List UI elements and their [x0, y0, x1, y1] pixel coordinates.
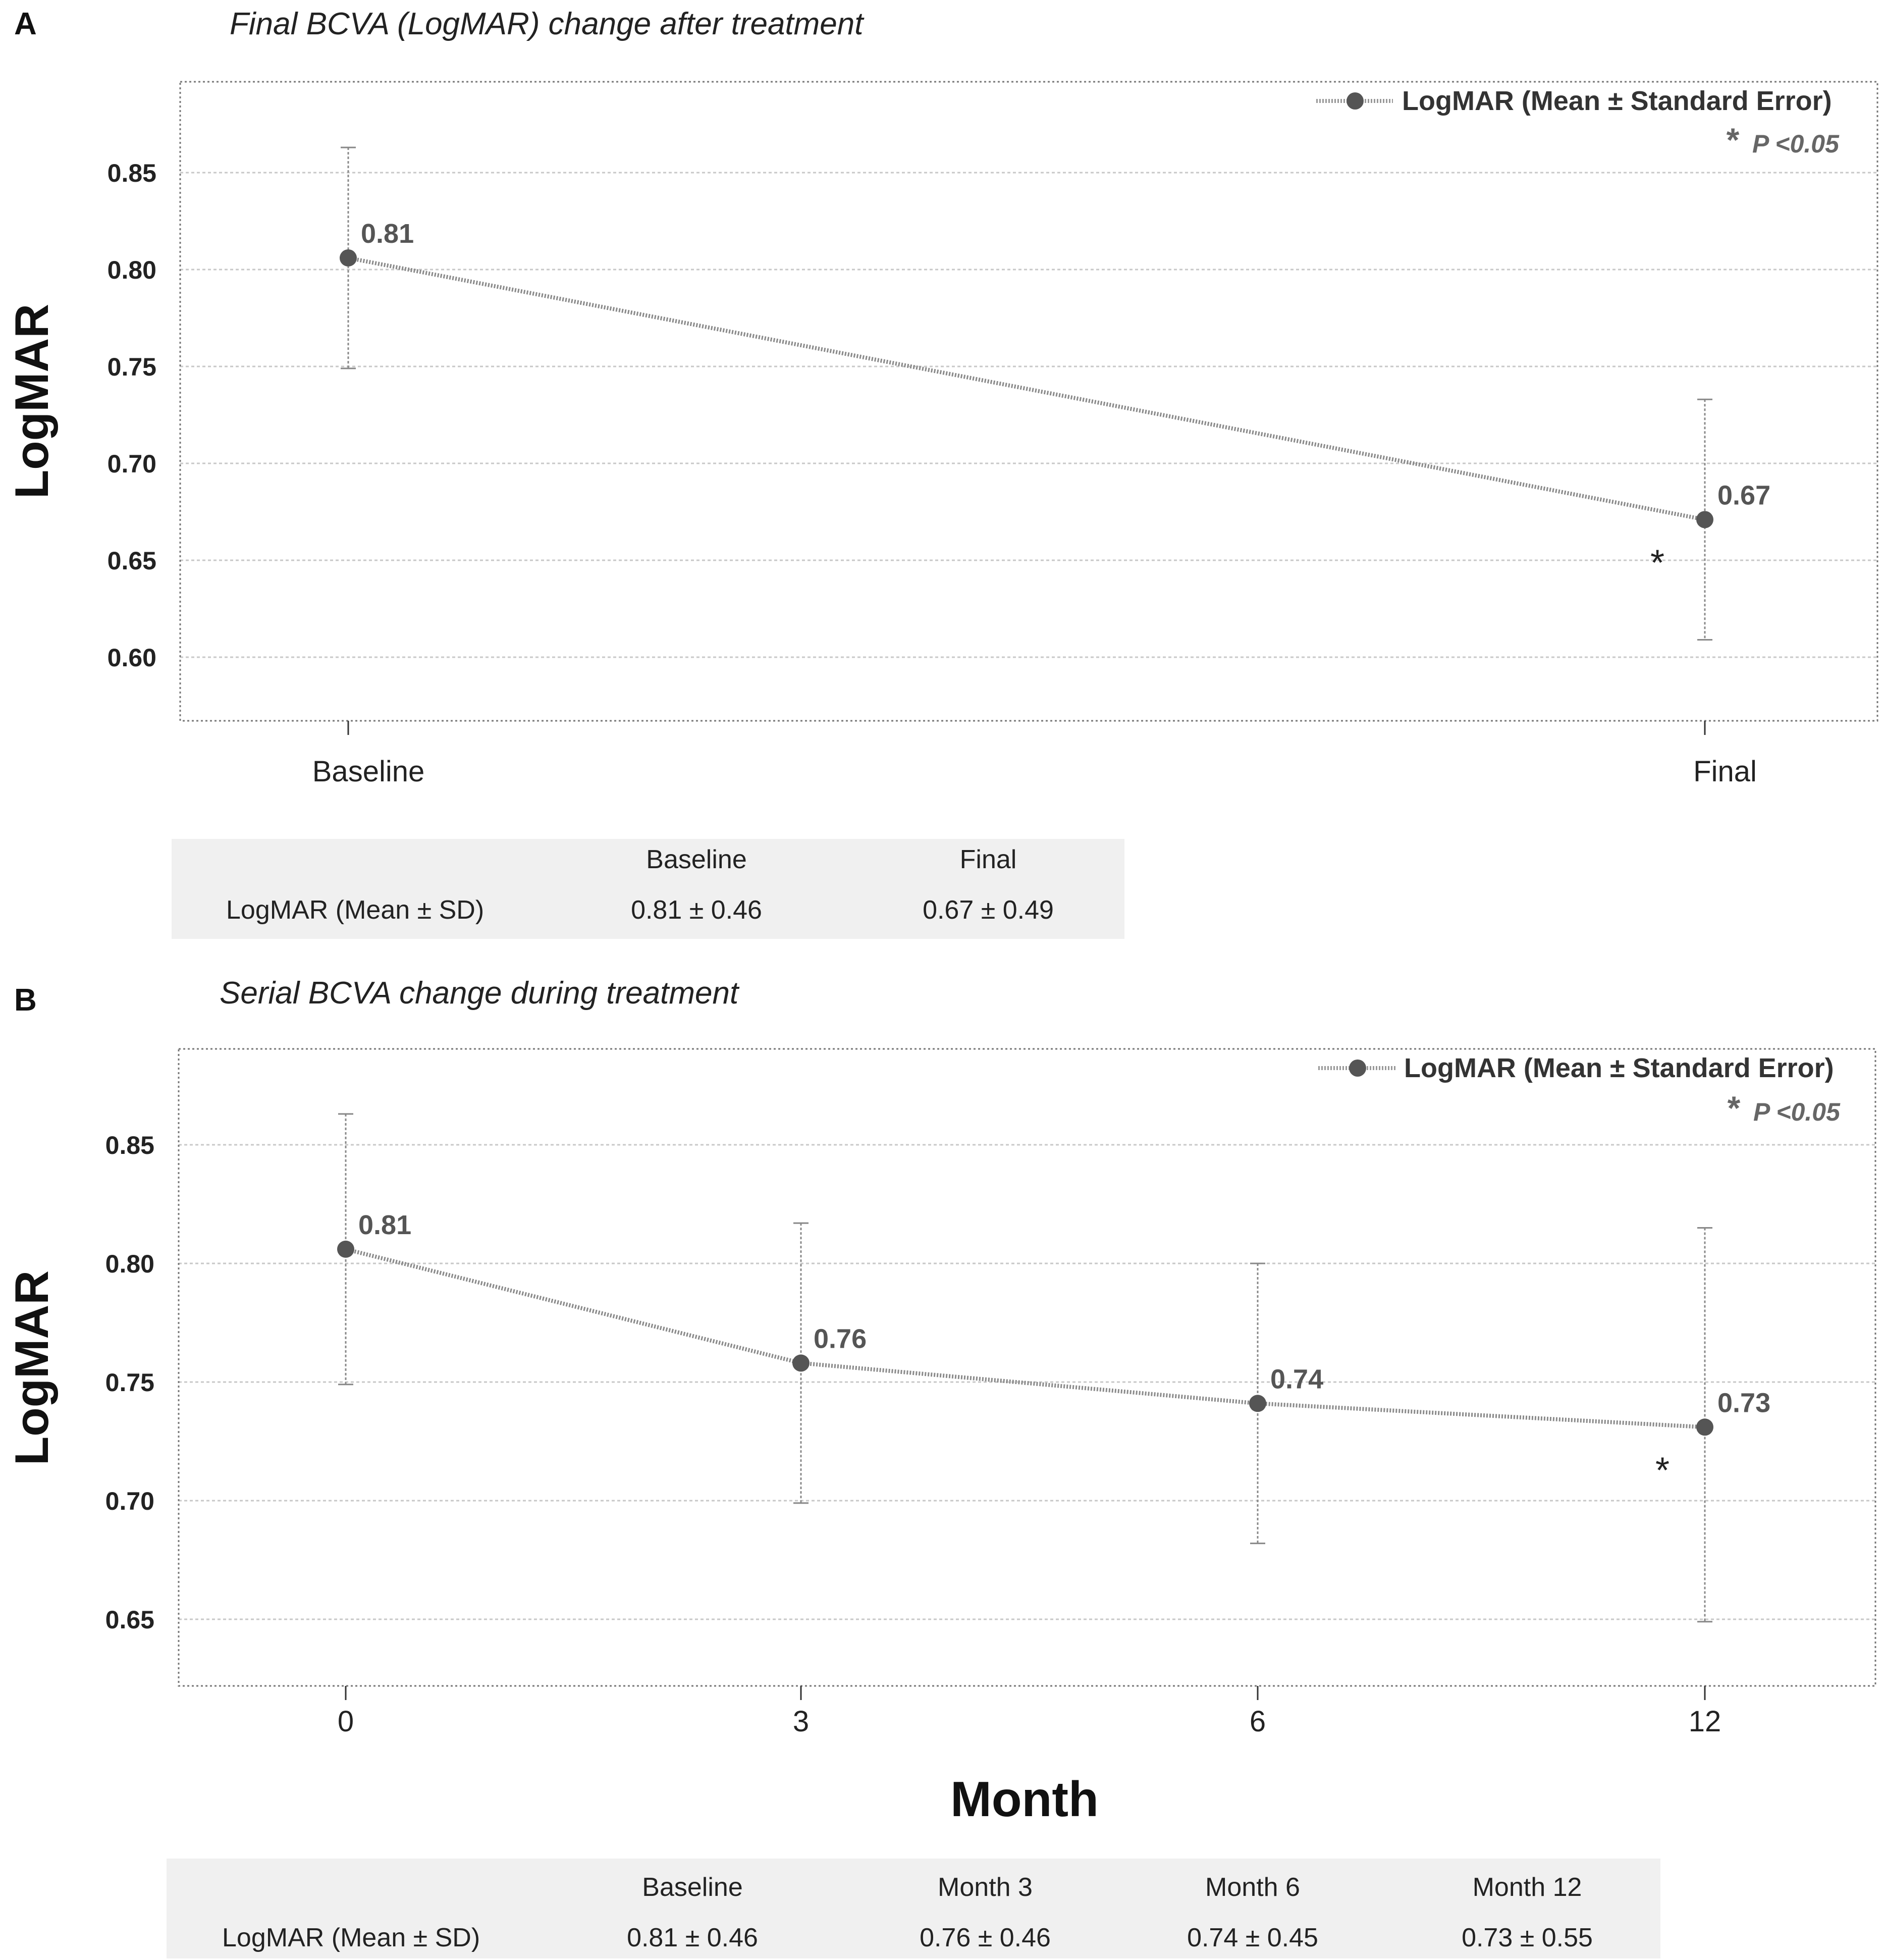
legend-label: LogMAR (Mean ± Standard Error)	[1402, 86, 1832, 116]
x-tick-label: 6	[1250, 1705, 1266, 1738]
x-axis-label: Month	[950, 1771, 1099, 1827]
data-label: 0.73	[1717, 1388, 1770, 1418]
p-note-text: P <0.05	[1752, 130, 1840, 158]
y-tick-label: 0.80	[107, 256, 156, 284]
data-point	[792, 1354, 810, 1372]
legend-marker	[1349, 1060, 1366, 1077]
data-point	[1696, 1418, 1713, 1436]
y-tick-label: 0.75	[107, 353, 156, 381]
x-tick-label: Baseline	[312, 755, 424, 788]
panel-title: Serial BCVA change during treatment	[220, 976, 740, 1011]
data-label: 0.74	[1270, 1364, 1323, 1394]
x-tick-label: 0	[338, 1705, 354, 1738]
x-tick-label: Final	[1693, 755, 1757, 788]
x-tick-label: 12	[1689, 1705, 1721, 1738]
x-tick-label: 3	[793, 1705, 809, 1738]
data-label: 0.76	[814, 1323, 867, 1354]
data-point	[1249, 1395, 1266, 1412]
data-point	[1696, 511, 1713, 528]
panel-letter: A	[14, 7, 37, 41]
table-background	[167, 1859, 1660, 1958]
series-line	[345, 1247, 1705, 1429]
table-background	[172, 839, 1124, 939]
table-a: Baseline Final LogMAR (Mean ± SD) 0.81 ± 0.…	[172, 839, 1124, 939]
panel-title: Final BCVA (LogMAR) change after treatme…	[230, 7, 865, 41]
table-header: Month 12	[1473, 1873, 1582, 1902]
y-tick-label: 0.75	[105, 1368, 154, 1397]
y-tick-label: 0.85	[105, 1131, 154, 1159]
plot-frame	[179, 81, 1878, 722]
legend-label: LogMAR (Mean ± Standard Error)	[1404, 1053, 1834, 1083]
table-b: Baseline Month 3 Month 6 Month 12 LogMAR (Me…	[167, 1859, 1660, 1958]
y-tick-label: 0.85	[107, 159, 156, 187]
panel-a: A Final BCVA (LogMAR) change after treatm…	[5, 7, 1878, 788]
p-note-text: P <0.05	[1753, 1098, 1841, 1126]
y-tick-label: 0.65	[105, 1606, 154, 1634]
table-header: Month 3	[938, 1873, 1033, 1902]
table-cell: 0.81 ± 0.46	[631, 895, 762, 925]
table-header: Baseline	[642, 1873, 742, 1902]
data-label: 0.67	[1717, 480, 1770, 510]
data-point	[337, 1240, 354, 1258]
p-note-star: *	[1726, 1089, 1741, 1127]
significance-star: *	[1650, 543, 1664, 583]
table-row-label: LogMAR (Mean ± SD)	[222, 1923, 480, 1952]
y-tick-label: 0.70	[107, 450, 156, 478]
y-axis-label: LogMAR	[5, 1270, 58, 1465]
y-tick-label: 0.65	[107, 547, 156, 575]
y-tick-label: 0.60	[107, 644, 156, 672]
table-header: Month 6	[1205, 1873, 1300, 1902]
significance-star: *	[1655, 1450, 1670, 1491]
legend-marker	[1347, 92, 1364, 110]
table-header: Final	[960, 845, 1017, 874]
table-cell: 0.67 ± 0.49	[923, 895, 1054, 925]
table-header: Baseline	[646, 845, 746, 874]
data-label: 0.81	[361, 219, 414, 249]
table-row-label: LogMAR (Mean ± SD)	[226, 895, 484, 925]
y-tick-label: 0.80	[105, 1250, 154, 1278]
y-axis-label: LogMAR	[5, 304, 58, 499]
panel-letter: B	[14, 983, 37, 1018]
y-tick-label: 0.70	[105, 1487, 154, 1515]
data-label: 0.81	[358, 1210, 411, 1240]
p-note-star: *	[1725, 121, 1740, 158]
panel-b: B Serial BCVA change during treatment 0.65…	[5, 976, 1876, 1827]
data-point	[340, 249, 357, 267]
table-cell: 0.74 ± 0.45	[1187, 1923, 1318, 1952]
table-cell: 0.73 ± 0.55	[1462, 1923, 1593, 1952]
table-cell: 0.81 ± 0.46	[627, 1923, 758, 1952]
series-line	[348, 256, 1705, 522]
table-cell: 0.76 ± 0.46	[920, 1923, 1051, 1952]
plot-frame	[178, 1048, 1876, 1687]
